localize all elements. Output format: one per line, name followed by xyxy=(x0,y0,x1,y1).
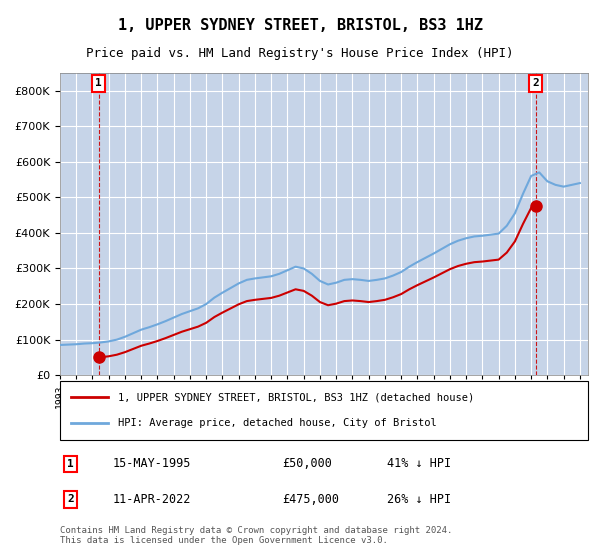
Text: 41% ↓ HPI: 41% ↓ HPI xyxy=(388,458,451,470)
Text: 1, UPPER SYDNEY STREET, BRISTOL, BS3 1HZ (detached house): 1, UPPER SYDNEY STREET, BRISTOL, BS3 1HZ… xyxy=(118,392,475,402)
Text: £475,000: £475,000 xyxy=(282,493,339,506)
Text: 1: 1 xyxy=(67,459,74,469)
Text: 2: 2 xyxy=(67,494,74,504)
Text: 11-APR-2022: 11-APR-2022 xyxy=(113,493,191,506)
Text: 2: 2 xyxy=(532,78,539,88)
Text: Price paid vs. HM Land Registry's House Price Index (HPI): Price paid vs. HM Land Registry's House … xyxy=(86,48,514,60)
Text: 15-MAY-1995: 15-MAY-1995 xyxy=(113,458,191,470)
Text: Contains HM Land Registry data © Crown copyright and database right 2024.
This d: Contains HM Land Registry data © Crown c… xyxy=(60,526,452,545)
Text: 26% ↓ HPI: 26% ↓ HPI xyxy=(388,493,451,506)
FancyBboxPatch shape xyxy=(60,381,588,440)
Text: 1, UPPER SYDNEY STREET, BRISTOL, BS3 1HZ: 1, UPPER SYDNEY STREET, BRISTOL, BS3 1HZ xyxy=(118,18,482,33)
Text: HPI: Average price, detached house, City of Bristol: HPI: Average price, detached house, City… xyxy=(118,418,437,428)
Text: £50,000: £50,000 xyxy=(282,458,332,470)
Text: 1: 1 xyxy=(95,78,102,88)
